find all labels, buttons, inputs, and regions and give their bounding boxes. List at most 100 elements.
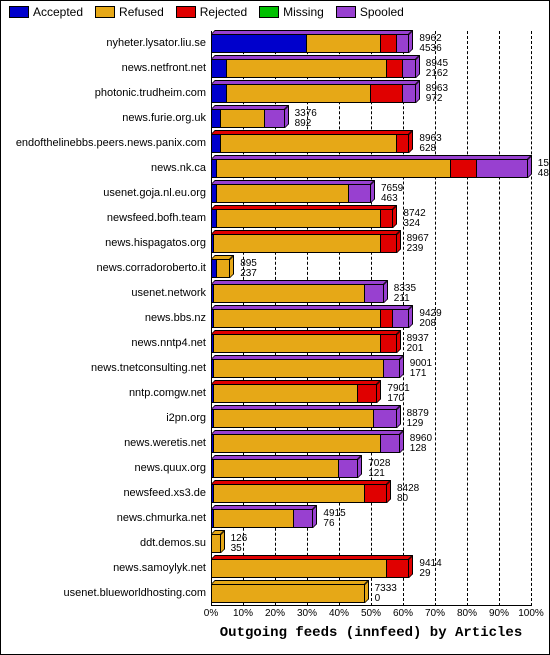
bar-segment bbox=[214, 384, 358, 403]
row-value-2: 170 bbox=[387, 394, 409, 404]
bar-depth-top bbox=[211, 205, 397, 209]
row-values: 7028121 bbox=[368, 459, 390, 479]
bar-segment bbox=[397, 134, 410, 153]
x-tick-label: 10% bbox=[233, 608, 253, 619]
chart-row: news.corradoroberto.it895237 bbox=[211, 256, 531, 281]
bar-segment bbox=[217, 184, 348, 203]
row-value-2: 121 bbox=[368, 469, 390, 479]
bar-group bbox=[211, 34, 409, 53]
row-label: endofthelinebbs.peers.news.panix.com bbox=[1, 131, 206, 156]
chart-row: news.furie.org.uk3376892 bbox=[211, 106, 531, 131]
bar-segment bbox=[211, 59, 227, 78]
row-value-2: 892 bbox=[295, 119, 317, 129]
x-tick-label: 90% bbox=[489, 608, 509, 619]
bar-segment bbox=[211, 534, 221, 553]
bar-depth-side bbox=[528, 155, 532, 178]
chart-row: news.samoylyk.net941429 bbox=[211, 556, 531, 581]
bar-group bbox=[211, 584, 365, 603]
bar-depth-side bbox=[285, 105, 289, 128]
legend-label: Rejected bbox=[200, 5, 247, 19]
bar-depth-top bbox=[211, 505, 317, 509]
row-label: usenet.blueworldhosting.com bbox=[1, 581, 206, 606]
bar-depth-top bbox=[211, 55, 420, 59]
bar-segment bbox=[214, 484, 364, 503]
row-label: news.tnetconsulting.net bbox=[1, 356, 206, 381]
row-label: news.samoylyk.net bbox=[1, 556, 206, 581]
bar-depth-top bbox=[211, 330, 401, 334]
bar-depth-top bbox=[211, 555, 413, 559]
row-label: news.bbs.nz bbox=[1, 306, 206, 331]
row-value-2: 4536 bbox=[419, 44, 441, 54]
bar-group bbox=[211, 184, 371, 203]
bar-group bbox=[211, 359, 400, 378]
bar-group bbox=[211, 259, 230, 278]
bar-depth-side bbox=[397, 405, 401, 428]
row-value-2: 208 bbox=[419, 319, 441, 329]
bar-depth-top bbox=[211, 80, 420, 84]
chart-row: photonic.trudheim.com8963972 bbox=[211, 81, 531, 106]
bar-group bbox=[211, 334, 397, 353]
row-value-2: 128 bbox=[410, 444, 432, 454]
bar-depth-side bbox=[416, 55, 420, 78]
row-values: 89452162 bbox=[426, 59, 448, 79]
bar-group bbox=[211, 59, 416, 78]
bar-segment bbox=[477, 159, 528, 178]
row-value-2: 0 bbox=[375, 594, 397, 604]
row-value-2: 76 bbox=[323, 519, 345, 529]
row-value-2: 2162 bbox=[426, 69, 448, 79]
row-values: 491576 bbox=[323, 509, 345, 529]
bar-depth-side bbox=[313, 505, 317, 528]
row-value-2: 129 bbox=[407, 419, 429, 429]
row-label: nyheter.lysator.liu.se bbox=[1, 31, 206, 56]
bar-depth-side bbox=[230, 255, 234, 278]
chart-container: AcceptedRefusedRejectedMissingSpooled ny… bbox=[0, 0, 550, 655]
legend-label: Accepted bbox=[33, 5, 83, 19]
row-values: 15201487 bbox=[538, 159, 550, 179]
row-value-2: 628 bbox=[419, 144, 441, 154]
row-value-2: 237 bbox=[240, 269, 257, 279]
bar-segment bbox=[451, 159, 477, 178]
row-value-2: 239 bbox=[407, 244, 429, 254]
bar-depth-top bbox=[211, 155, 532, 159]
legend-swatch bbox=[336, 6, 356, 18]
bar-depth-side bbox=[409, 130, 413, 153]
bar-group bbox=[211, 109, 285, 128]
bar-segment bbox=[307, 34, 381, 53]
bar-segment bbox=[211, 109, 221, 128]
bar-segment bbox=[403, 84, 416, 103]
x-tick-label: 20% bbox=[265, 608, 285, 619]
row-label: news.nk.ca bbox=[1, 156, 206, 181]
bar-depth-side bbox=[409, 305, 413, 328]
legend: AcceptedRefusedRejectedMissingSpooled bbox=[1, 1, 549, 21]
row-label: news.nntp4.net bbox=[1, 331, 206, 356]
row-label: news.furie.org.uk bbox=[1, 106, 206, 131]
bar-depth-side bbox=[400, 430, 404, 453]
bar-segment bbox=[371, 84, 403, 103]
chart-row: ddt.demos.su12635 bbox=[211, 531, 531, 556]
bar-group bbox=[211, 209, 393, 228]
bar-depth-top bbox=[211, 230, 401, 234]
bar-depth-top bbox=[211, 480, 391, 484]
bar-segment bbox=[211, 34, 307, 53]
bar-group bbox=[211, 559, 409, 578]
row-label: nntp.comgw.net bbox=[1, 381, 206, 406]
bar-segment bbox=[214, 409, 374, 428]
row-label: ddt.demos.su bbox=[1, 531, 206, 556]
chart-row: news.tnetconsulting.net9001171 bbox=[211, 356, 531, 381]
bar-segment bbox=[211, 84, 227, 103]
bar-segment bbox=[384, 359, 400, 378]
chart-row: news.weretis.net8960128 bbox=[211, 431, 531, 456]
bar-group bbox=[211, 384, 377, 403]
row-values: 8963628 bbox=[419, 134, 441, 154]
bar-segment bbox=[381, 234, 397, 253]
row-values: 3376892 bbox=[295, 109, 317, 129]
bar-segment bbox=[214, 234, 380, 253]
x-tick-label: 60% bbox=[393, 608, 413, 619]
row-values: 941429 bbox=[419, 559, 441, 579]
bar-segment bbox=[381, 34, 397, 53]
chart-row: news.nk.ca15201487 bbox=[211, 156, 531, 181]
bar-segment bbox=[381, 334, 397, 353]
chart-row: usenet.goja.nl.eu.org7659463 bbox=[211, 181, 531, 206]
bar-segment bbox=[217, 259, 230, 278]
x-tick-label: 40% bbox=[329, 608, 349, 619]
